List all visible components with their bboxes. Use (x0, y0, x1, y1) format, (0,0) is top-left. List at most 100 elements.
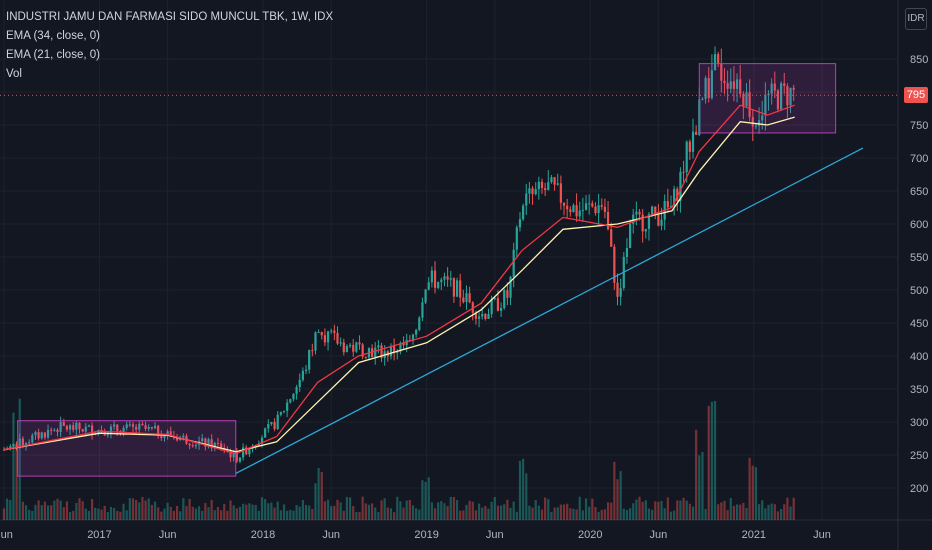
volume-bar (172, 510, 175, 520)
volume-bar (773, 504, 776, 520)
indicator-ema21[interactable]: EMA (21, close, 0) (6, 49, 100, 61)
candle-body (770, 83, 773, 94)
volume-bar (710, 401, 713, 520)
volume-bar (437, 502, 440, 520)
currency-button[interactable]: IDR (905, 8, 927, 30)
volume-bar (235, 508, 238, 520)
candle-body (691, 131, 695, 152)
volume-bar (584, 498, 588, 520)
candle-body (685, 141, 688, 173)
volume-bar (345, 496, 349, 520)
x-tick-label: 2021 (742, 529, 766, 541)
indicator-ema34[interactable]: EMA (34, close, 0) (6, 30, 100, 42)
volume-bar (2, 508, 6, 520)
volume-bar (537, 505, 540, 520)
volume-bar (449, 496, 452, 520)
candle-body (688, 141, 691, 152)
volume-bar (588, 506, 591, 520)
candle-body (764, 95, 767, 116)
candle-body (673, 188, 676, 206)
candle-body (292, 393, 295, 400)
candle-body (65, 425, 69, 430)
volume-bar (399, 501, 402, 520)
candle-body (201, 438, 204, 442)
y-tick-label: 300 (910, 417, 928, 429)
candle-body (503, 290, 506, 308)
volume-bar (267, 503, 270, 520)
volume-bar (78, 498, 81, 520)
volume-bar (6, 498, 9, 520)
volume-bar (698, 455, 701, 520)
volume-bar (175, 505, 179, 520)
volume-bar (367, 504, 371, 520)
volume-bar (440, 501, 443, 520)
volume-bar (522, 458, 525, 520)
candle-body (46, 429, 50, 438)
volume-bar (572, 508, 575, 520)
candle-body (569, 209, 572, 213)
volume-bar (28, 509, 31, 520)
volume-bar (75, 503, 78, 520)
candle-body (188, 443, 191, 446)
volume-bar (292, 510, 295, 520)
volume-bar (528, 505, 531, 520)
candle-body (739, 79, 742, 94)
candle-body (415, 330, 418, 335)
volume-bar (15, 443, 18, 520)
candle-body (509, 276, 512, 298)
volume-bar (65, 501, 69, 520)
candle-body (537, 181, 540, 190)
volume-bar (119, 511, 122, 520)
volume-bar (761, 500, 764, 520)
candle-body (720, 63, 723, 81)
candle-body (393, 345, 396, 353)
volume-bar (160, 511, 163, 520)
y-tick-label: 250 (910, 450, 928, 462)
volume-bar (578, 496, 581, 520)
volume-bar (685, 500, 688, 520)
volume-bar (427, 477, 430, 520)
candle-body (437, 282, 440, 288)
candle-body (578, 210, 581, 217)
volume-bar (273, 507, 276, 520)
volume-bar (289, 509, 292, 520)
volume-bar (113, 508, 116, 520)
candle-body (729, 81, 732, 89)
volume-bar (144, 500, 147, 520)
volume-bar (128, 498, 131, 520)
candle-body (616, 282, 619, 297)
volume-bar (163, 508, 166, 520)
y-tick-label: 200 (910, 483, 928, 495)
volume-bar (304, 505, 308, 520)
candle-body (116, 424, 119, 431)
volume-bar (484, 505, 487, 520)
candle-body (213, 442, 216, 449)
indicator-volume[interactable]: Vol (6, 68, 22, 80)
volume-bar (358, 512, 361, 520)
volume-bar (245, 504, 248, 520)
volume-bar (663, 508, 666, 520)
volume-bar (308, 505, 311, 520)
volume-bar (619, 471, 622, 520)
candle-body (556, 183, 559, 185)
candle-body (430, 270, 433, 283)
candle-body (75, 422, 78, 430)
volume-bar (81, 501, 84, 520)
candle-body (544, 188, 547, 191)
candle-body (333, 330, 336, 333)
volume-bar (87, 510, 91, 520)
candle-body (654, 206, 657, 216)
candle-body (424, 289, 427, 303)
volume-bar (380, 500, 383, 520)
candle-body (641, 214, 644, 232)
candle-body (676, 188, 679, 201)
y-tick-label: 650 (910, 186, 928, 198)
volume-bar (122, 503, 125, 520)
volume-bar (131, 498, 135, 520)
volume-bar (298, 506, 301, 520)
volume-bar (348, 497, 352, 520)
volume-bar (314, 483, 317, 520)
volume-bar (518, 460, 522, 520)
volume-bar (559, 504, 562, 520)
